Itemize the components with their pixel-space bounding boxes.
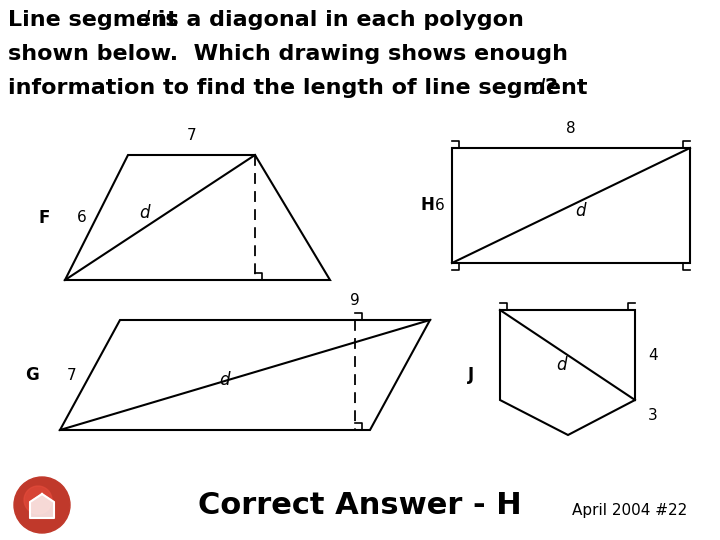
Text: F: F: [38, 209, 50, 227]
Text: 8: 8: [566, 121, 576, 136]
Text: H: H: [420, 196, 434, 214]
Polygon shape: [30, 494, 54, 518]
Text: G: G: [25, 366, 39, 384]
Text: 6: 6: [77, 211, 87, 226]
Text: 3: 3: [648, 408, 658, 422]
Text: Correct Answer - H: Correct Answer - H: [198, 490, 522, 519]
Text: J: J: [468, 366, 474, 384]
Text: information to find the length of line segment: information to find the length of line s…: [8, 78, 595, 98]
Circle shape: [24, 486, 52, 514]
Text: 9: 9: [350, 293, 360, 308]
Text: 6: 6: [435, 198, 445, 213]
Text: is a diagonal in each polygon: is a diagonal in each polygon: [150, 10, 524, 30]
Text: $\mathit{d}$?: $\mathit{d}$?: [530, 78, 557, 98]
Text: 4: 4: [648, 348, 657, 362]
Text: April 2004 #22: April 2004 #22: [572, 503, 688, 517]
Circle shape: [14, 477, 70, 533]
Text: $\mathit{d}$: $\mathit{d}$: [219, 371, 231, 389]
Text: shown below.  Which drawing shows enough: shown below. Which drawing shows enough: [8, 44, 568, 64]
Text: Line segment: Line segment: [8, 10, 185, 30]
Text: 7: 7: [67, 368, 77, 382]
Text: 7: 7: [186, 128, 197, 143]
Text: $\mathit{d}$: $\mathit{d}$: [575, 201, 588, 219]
Text: $\mathit{d}$: $\mathit{d}$: [135, 10, 151, 30]
Text: $\mathit{d}$: $\mathit{d}$: [139, 204, 151, 221]
Text: $\mathit{d}$: $\mathit{d}$: [556, 356, 569, 374]
